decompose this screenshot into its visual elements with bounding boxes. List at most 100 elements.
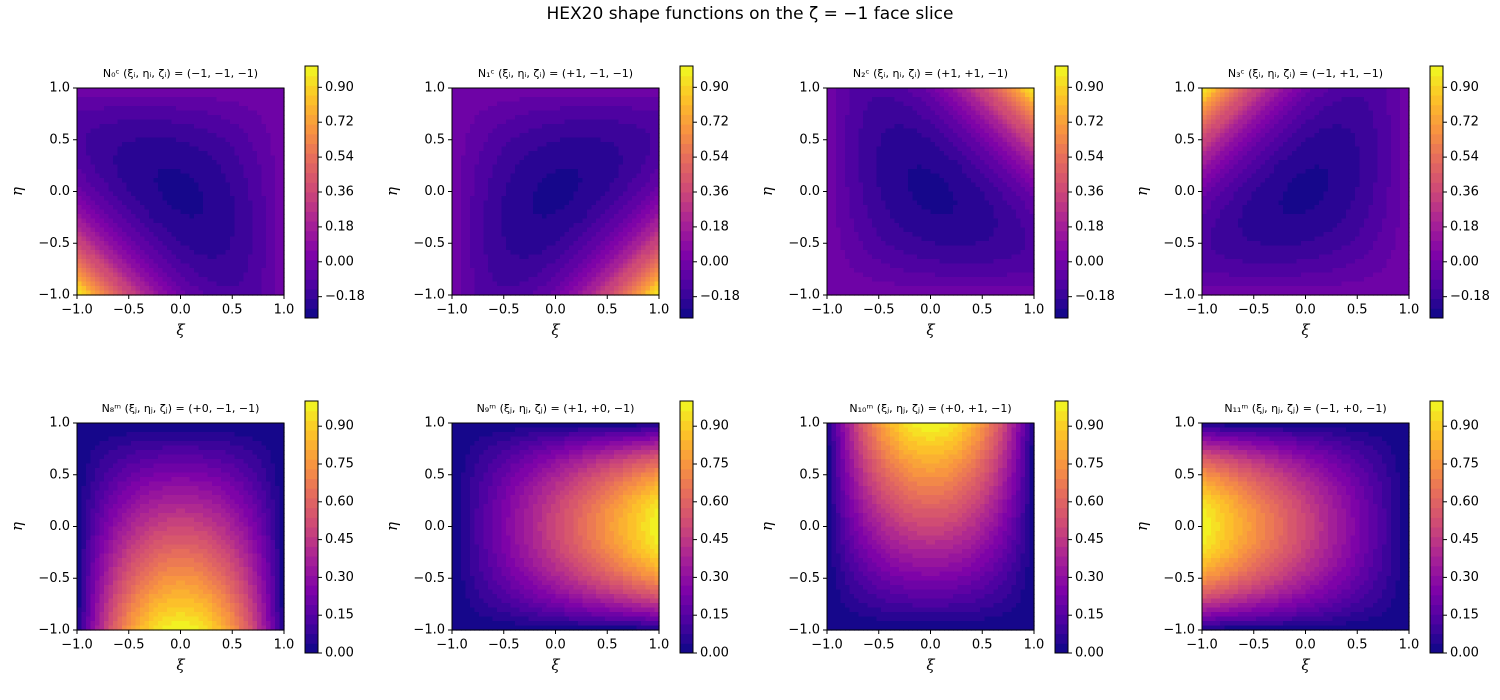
contour-cell [645, 160, 651, 166]
contour-cell [587, 241, 593, 247]
contour-cell [854, 101, 860, 107]
contour-cell [207, 281, 213, 287]
contour-cell [605, 218, 611, 224]
contour-cell [167, 119, 173, 125]
contour-cell [203, 110, 209, 116]
contour-cell [95, 254, 101, 260]
contour-cell [528, 137, 534, 143]
contour-cell [650, 97, 656, 103]
contour-cell [126, 115, 132, 121]
contour-cell [1029, 128, 1035, 134]
colorbar-band [680, 201, 693, 212]
contour-cell [149, 155, 155, 161]
contour-cell [176, 277, 182, 283]
contour-cell [524, 259, 530, 265]
contour-cell [836, 106, 842, 112]
contour-cell [591, 250, 597, 256]
contour-cell [465, 196, 471, 202]
contour-cell [135, 272, 141, 278]
contour-cell [591, 245, 597, 251]
contour-cell [596, 277, 602, 283]
contour-cell [248, 254, 254, 260]
contour-cell [831, 124, 837, 130]
contour-cell [542, 106, 548, 112]
contour-cell [894, 101, 900, 107]
contour-cell [921, 101, 927, 107]
contour-cell [104, 259, 110, 265]
contour-cell [198, 119, 204, 125]
contour-cell [162, 146, 168, 152]
contour-cell [176, 223, 182, 229]
contour-cell [483, 142, 489, 148]
contour-cell [836, 88, 842, 94]
contour-cell [636, 178, 642, 184]
contour-cell [203, 182, 209, 188]
contour-cell [542, 272, 548, 278]
contour-cell [903, 146, 909, 152]
contour-cell [935, 97, 941, 103]
colorbar-band [305, 114, 318, 125]
contour-cell [564, 133, 570, 139]
contour-cell [573, 182, 579, 188]
contour-cell [144, 205, 150, 211]
contour-cell [225, 169, 231, 175]
panel-title: N₀ᶜ (ξᵢ, ηᵢ, ζᵢ) = (−1, −1, −1) [103, 67, 258, 80]
contour-cell [221, 169, 227, 175]
contour-cell [654, 191, 660, 197]
contour-cell [207, 88, 213, 94]
contour-cell [528, 160, 534, 166]
contour-cell [609, 187, 615, 193]
contour-cell [465, 191, 471, 197]
contour-cell [81, 146, 87, 152]
contour-cell [275, 160, 281, 166]
contour-cell [162, 218, 168, 224]
contour-cell [117, 277, 123, 283]
contour-cell [555, 160, 561, 166]
contour-cell [993, 124, 999, 130]
contour-cell [501, 191, 507, 197]
contour-cell [497, 160, 503, 166]
contour-cell [225, 196, 231, 202]
contour-cell [113, 101, 119, 107]
contour-cell [641, 191, 647, 197]
contour-cell [207, 92, 213, 98]
contour-cell [194, 218, 200, 224]
contour-cell [591, 191, 597, 197]
contour-cell [957, 88, 963, 94]
contour-cell [261, 223, 267, 229]
contour-cell [605, 106, 611, 112]
contour-cell [225, 101, 231, 107]
contour-cell [122, 178, 128, 184]
contour-cell [600, 101, 606, 107]
contour-cell [456, 110, 462, 116]
contour-cell [930, 115, 936, 121]
colorbar-band [680, 114, 693, 125]
contour-cell [645, 290, 651, 296]
contour-cell [546, 110, 552, 116]
contour-cell [90, 187, 96, 193]
contour-cell [582, 227, 588, 233]
contour-cell [456, 263, 462, 269]
contour-cell [99, 241, 105, 247]
contour-cell [113, 277, 119, 283]
contour-cell [158, 236, 164, 242]
contour-cell [266, 124, 272, 130]
contour-cell [917, 137, 923, 143]
contour-cell [140, 268, 146, 274]
contour-cell [452, 182, 458, 188]
contour-cell [185, 268, 191, 274]
contour-cell [248, 236, 254, 242]
contour-cell [243, 268, 249, 274]
contour-cell [636, 110, 642, 116]
contour-cell [149, 133, 155, 139]
contour-cell [560, 178, 566, 184]
contour-cell [140, 272, 146, 278]
contour-cell [609, 232, 615, 238]
contour-cell [573, 205, 579, 211]
contour-cell [252, 241, 258, 247]
contour-cell [266, 151, 272, 157]
contour-cell [252, 196, 258, 202]
contour-cell [528, 227, 534, 233]
contour-cell [926, 115, 932, 121]
contour-cell [176, 137, 182, 143]
